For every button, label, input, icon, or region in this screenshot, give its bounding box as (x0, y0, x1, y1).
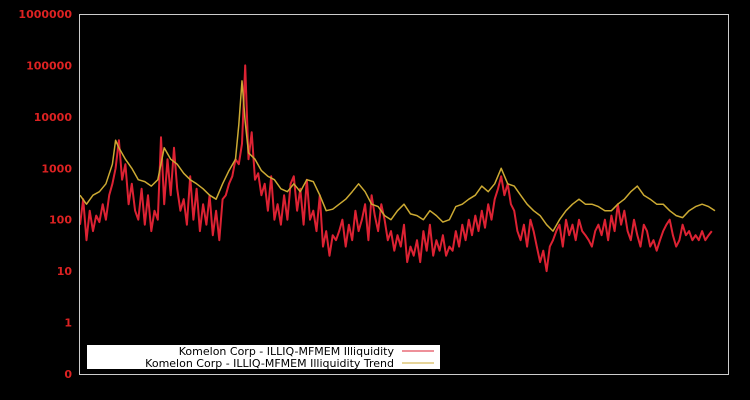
series-layer (79, 64, 716, 273)
legend-box (87, 345, 440, 369)
y-tick-label: 1 (64, 317, 72, 330)
y-tick-label: 1000000 (18, 8, 72, 21)
legend: Komelon Corp - ILLIQ-MFMEM Illiquidity K… (87, 345, 440, 370)
plot-frame (79, 14, 729, 375)
y-tick-label: 1000 (41, 162, 72, 175)
illiquidity-line (79, 64, 713, 273)
y-tick-label: 0 (64, 368, 72, 381)
legend-label-illiquidity: Komelon Corp - ILLIQ-MFMEM Illiquidity (179, 345, 395, 358)
trend-line (79, 80, 716, 232)
y-tick-label: 10000 (34, 111, 73, 124)
y-tick-label: 100000 (26, 59, 72, 72)
y-tick-label: 10 (57, 265, 73, 278)
y-tick-label: 100 (49, 214, 72, 227)
legend-label-trend: Komelon Corp - ILLIQ-MFMEM Illiquidity T… (145, 357, 394, 370)
